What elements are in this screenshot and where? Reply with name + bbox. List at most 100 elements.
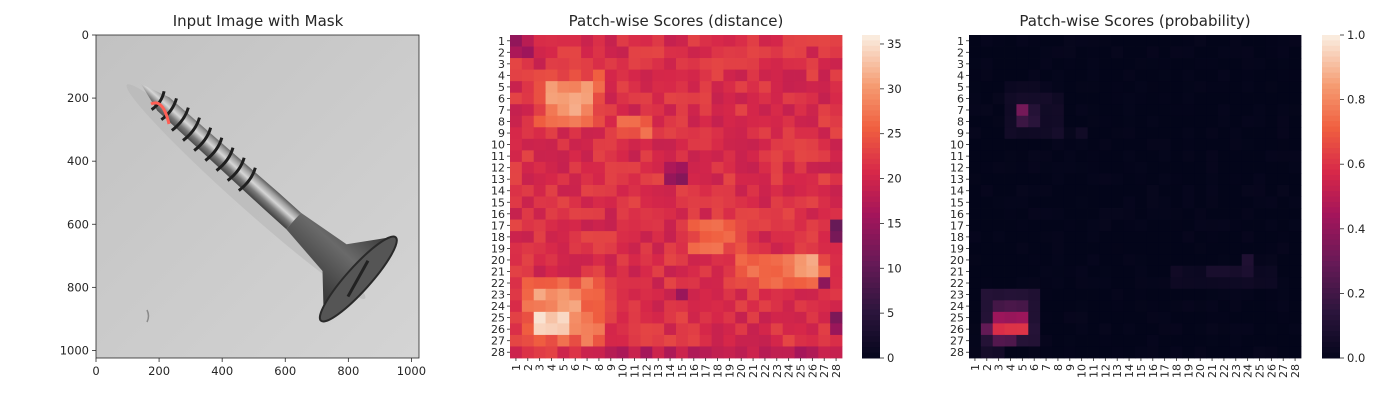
colorbar-segment (1322, 347, 1340, 354)
heatmap-cell (992, 311, 1005, 324)
heatmap-cell (1146, 184, 1160, 197)
heatmap-cell (1099, 150, 1112, 163)
heatmap-cell (664, 46, 677, 59)
heatmap-cell (1241, 46, 1254, 59)
heatmap-cell (1004, 104, 1017, 117)
heatmap-cell (640, 288, 653, 301)
heatmap-cell (1016, 46, 1029, 59)
heatmap-cell (1170, 46, 1183, 59)
heatmap-cell (557, 150, 570, 163)
heatmap-cell (1182, 265, 1195, 278)
heatmap-cell (581, 323, 594, 336)
heatmap-cell (1218, 231, 1231, 244)
heatmap-cell (747, 196, 760, 209)
heatmap-cell (557, 265, 570, 278)
probability-row-tick-label: 14 (950, 185, 964, 198)
heatmap-cell (1265, 138, 1278, 151)
heatmap-cell (569, 173, 582, 186)
heatmap-cell (664, 242, 677, 255)
heatmap-cell (1075, 46, 1088, 59)
heatmap-cell (1004, 346, 1017, 359)
heatmap-cell (1170, 242, 1183, 255)
colorbar-tick-label: 0.6 (1347, 157, 1365, 171)
heatmap-cell (1135, 92, 1148, 105)
heatmap-cell (1158, 58, 1171, 71)
heatmap-cell (1194, 161, 1207, 174)
heatmap-cell (806, 334, 819, 347)
heatmap-cell (1146, 196, 1160, 209)
heatmap-cell (628, 69, 641, 82)
heatmap-cell (664, 346, 677, 359)
heatmap-cell (1004, 219, 1017, 232)
heatmap-cell (557, 161, 570, 174)
heatmap-cell (806, 46, 819, 59)
heatmap-cell (581, 115, 594, 128)
heatmap-cell (1123, 35, 1136, 47)
heatmap-cell (969, 300, 982, 313)
heatmap-cell (980, 242, 994, 255)
heatmap-cell (687, 92, 701, 105)
heatmap-cell (1040, 104, 1053, 117)
heatmap-cell (676, 254, 689, 267)
heatmap-cell (735, 92, 748, 105)
heatmap-cell (1289, 115, 1302, 128)
colorbar-tick-label: 0.2 (1347, 286, 1365, 300)
heatmap-cell (992, 138, 1005, 151)
heatmap-cell (735, 46, 748, 59)
heatmap-cell (1028, 138, 1041, 151)
mask-arc (150, 101, 171, 125)
heatmap-cell (1194, 254, 1207, 267)
heatmap-cell (1028, 208, 1041, 220)
heatmap-cell (652, 219, 665, 232)
heatmap-cell (1265, 311, 1278, 324)
colorbar-segment (862, 244, 880, 251)
heatmap-cell (759, 138, 772, 151)
heatmap-cell (1229, 35, 1243, 47)
colorbar-segment (862, 288, 880, 294)
heatmap-cell (557, 69, 570, 82)
heatmap-cell (510, 277, 523, 290)
heatmap-cell (770, 92, 784, 105)
heatmap-cell (723, 219, 736, 232)
heatmap-cell (1158, 311, 1171, 324)
heatmap-cell (711, 300, 724, 313)
heatmap-cell (581, 334, 594, 347)
heatmap-cell (664, 127, 677, 140)
heatmap-cell (806, 173, 819, 186)
heatmap-cell (699, 231, 712, 244)
heatmap-cell (1075, 219, 1088, 232)
colorbar-segment (1322, 277, 1340, 284)
heatmap-cell (581, 81, 594, 94)
heatmap-cell (593, 92, 606, 105)
heatmap-cell (1182, 323, 1195, 336)
heatmap-cell (676, 115, 689, 128)
heatmap-cell (1218, 254, 1231, 267)
heatmap-cell (699, 46, 712, 59)
heatmap-cell (735, 346, 748, 359)
colorbar-segment (1322, 266, 1340, 273)
colorbar-segment (1322, 126, 1340, 133)
heatmap-cell (1253, 69, 1266, 82)
heatmap-cell (1004, 265, 1017, 278)
heatmap-cell (687, 346, 701, 359)
heatmap-cell (1052, 184, 1065, 197)
heatmap-cell (1075, 69, 1088, 82)
colorbar-segment (1322, 314, 1340, 321)
heatmap-cell (1016, 323, 1029, 336)
heatmap-cell (1253, 208, 1266, 220)
heatmap-cell (521, 346, 535, 359)
colorbar-segment (862, 67, 880, 74)
heatmap-cell (1111, 242, 1124, 255)
heatmap-cell (1241, 92, 1254, 105)
heatmap-cell (980, 277, 994, 290)
heatmap-cell (1004, 69, 1017, 82)
heatmap-cell (711, 92, 724, 105)
heatmap-cell (759, 334, 772, 347)
heatmap-cell (1075, 346, 1088, 359)
heatmap-cell (1063, 242, 1077, 255)
heatmap-cell (687, 127, 701, 140)
colorbar-segment (862, 309, 880, 316)
heatmap-cell (794, 311, 807, 324)
heatmap-cell (1218, 184, 1231, 197)
heatmap-cell (806, 115, 819, 128)
